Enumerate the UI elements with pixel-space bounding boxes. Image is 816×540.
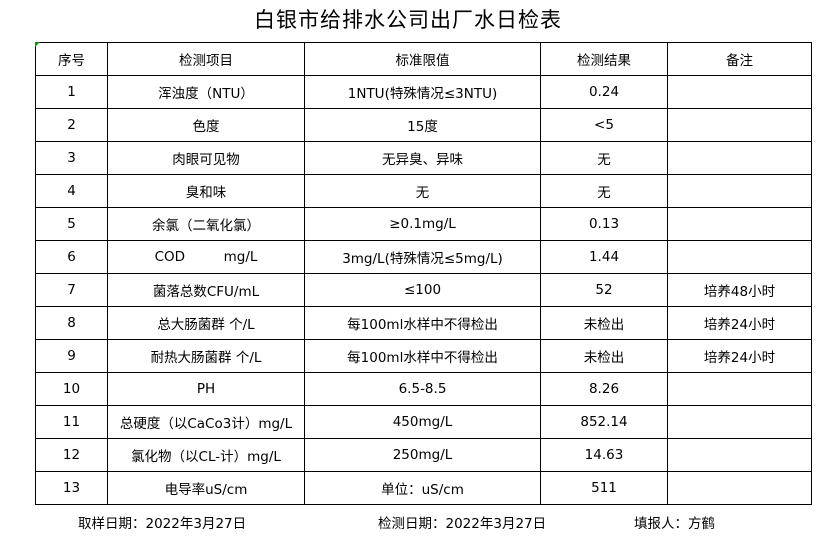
cell-item: 耐热大肠菌群 个/L — [107, 339, 305, 373]
cell-note — [667, 207, 812, 241]
cell-limit: ≤100 — [304, 273, 541, 307]
cell-note — [667, 108, 812, 142]
header-cell: 标准限值 — [304, 42, 541, 76]
cell-item: PH — [107, 372, 305, 406]
cell-result: 无 — [540, 174, 668, 208]
cell-note — [667, 240, 812, 274]
table-row: 11 总硬度（以CaCo3计）mg/L 450mg/L 852.14 — [35, 405, 812, 439]
cell-note — [667, 471, 812, 505]
cell-limit: 无 — [304, 174, 541, 208]
header-cell: 检测结果 — [540, 42, 668, 76]
table-row: 1 浑浊度（NTU） 1NTU(特殊情况≤3NTU) 0.24 — [35, 75, 812, 109]
cell-note — [667, 405, 812, 439]
table-row: 2 色度 15度 <5 — [35, 108, 812, 142]
table-row: 10 PH 6.5-8.5 8.26 — [35, 372, 812, 406]
cell-limit: 6.5-8.5 — [304, 372, 541, 406]
cell-index: 10 — [35, 372, 108, 406]
cell-result: 未检出 — [540, 339, 668, 373]
cell-index: 3 — [35, 141, 108, 175]
table-row: 13 电导率uS/cm 单位：uS/cm 511 — [35, 471, 812, 505]
cell-index: 1 — [35, 75, 108, 109]
table-row: 3 肉眼可见物 无异臭、异味无 — [35, 141, 812, 175]
cell-index: 11 — [35, 405, 108, 439]
cell-item: 余氯（二氧化氯） — [107, 207, 305, 241]
cell-item: 总大肠菌群 个/L — [107, 306, 305, 340]
cell-item: 菌落总数CFU/mL — [107, 273, 305, 307]
cell-note — [667, 174, 812, 208]
cell-note: 培养24小时 — [667, 339, 812, 373]
cell-limit: 无异臭、异味 — [304, 141, 541, 175]
table-row: 8 总大肠菌群 个/L 每100ml水样中不得检出 未检出 培养24小时 — [35, 306, 812, 340]
cell-item: 浑浊度（NTU） — [107, 75, 305, 109]
cell-result: 511 — [540, 471, 668, 505]
cell-limit: 250mg/L — [304, 438, 541, 472]
table-row: 4 臭和味无无 — [35, 174, 812, 208]
water-quality-table: 序号 检测项目 标准限值 检测结果 备注 1 浑浊度（NTU） 1NTU(特殊情况≤… — [35, 42, 812, 505]
table-row: 5 余氯（二氧化氯） ≥0.1mg/L 0.13 — [35, 207, 812, 241]
cell-index: 9 — [35, 339, 108, 373]
cell-result: 52 — [540, 273, 668, 307]
cell-index: 13 — [35, 471, 108, 505]
cell-result: 0.24 — [540, 75, 668, 109]
cell-index: 5 — [35, 207, 108, 241]
cell-index: 8 — [35, 306, 108, 340]
table-row: 6 COD mg/L 3mg/L(特殊情况≤5mg/L) 1.44 — [35, 240, 812, 274]
table-row: 9 耐热大肠菌群 个/L 每100ml水样中不得检出 未检出 培养24小时 — [35, 339, 812, 373]
cell-item: 色度 — [107, 108, 305, 142]
sample-date: 取样日期：2022年3月27日 — [78, 516, 247, 532]
cell-result: 0.13 — [540, 207, 668, 241]
cell-result: <5 — [540, 108, 668, 142]
header-cell: 序号 — [35, 42, 108, 76]
reporter: 填报人：方鹤 — [634, 516, 715, 532]
cell-result: 无 — [540, 141, 668, 175]
cell-limit: 3mg/L(特殊情况≤5mg/L) — [304, 240, 541, 274]
cell-note: 培养48小时 — [667, 273, 812, 307]
cell-result: 14.63 — [540, 438, 668, 472]
table-row: 12 氯化物（以CL-计）mg/L 250mg/L 14.63 — [35, 438, 812, 472]
cell-limit: 每100ml水样中不得检出 — [304, 339, 541, 373]
cell-note — [667, 141, 812, 175]
cell-item: 肉眼可见物 — [107, 141, 305, 175]
cell-item: 总硬度（以CaCo3计）mg/L — [107, 405, 305, 439]
cell-limit: 单位：uS/cm — [304, 471, 541, 505]
cell-result: 未检出 — [540, 306, 668, 340]
cell-index: 6 — [35, 240, 108, 274]
cell-note: 培养24小时 — [667, 306, 812, 340]
cell-note — [667, 372, 812, 406]
cell-index: 7 — [35, 273, 108, 307]
cell-index: 2 — [35, 108, 108, 142]
cell-index: 12 — [35, 438, 108, 472]
cell-item: 氯化物（以CL-计）mg/L — [107, 438, 305, 472]
cell-note — [667, 75, 812, 109]
cell-item: 电导率uS/cm — [107, 471, 305, 505]
cell-index: 4 — [35, 174, 108, 208]
table-header-row: 序号 检测项目 标准限值 检测结果 备注 — [35, 42, 812, 76]
cell-result: 1.44 — [540, 240, 668, 274]
cell-limit: 每100ml水样中不得检出 — [304, 306, 541, 340]
cell-result: 8.26 — [540, 372, 668, 406]
cell-limit: ≥0.1mg/L — [304, 207, 541, 241]
header-cell: 备注 — [667, 42, 812, 76]
test-date: 检测日期：2022年3月27日 — [378, 516, 547, 532]
cell-result: 852.14 — [540, 405, 668, 439]
table-row: 7 菌落总数CFU/mL ≤100 52 培养48小时 — [35, 273, 812, 307]
cell-item: 臭和味 — [107, 174, 305, 208]
cell-comment-marker — [35, 42, 40, 47]
cell-item: COD mg/L — [107, 240, 305, 274]
cell-note — [667, 438, 812, 472]
cell-limit: 1NTU(特殊情况≤3NTU) — [304, 75, 541, 109]
cell-limit: 15度 — [304, 108, 541, 142]
header-cell: 检测项目 — [107, 42, 305, 76]
page-title: 白银市给排水公司出厂水日检表 — [254, 8, 562, 32]
cell-limit: 450mg/L — [304, 405, 541, 439]
